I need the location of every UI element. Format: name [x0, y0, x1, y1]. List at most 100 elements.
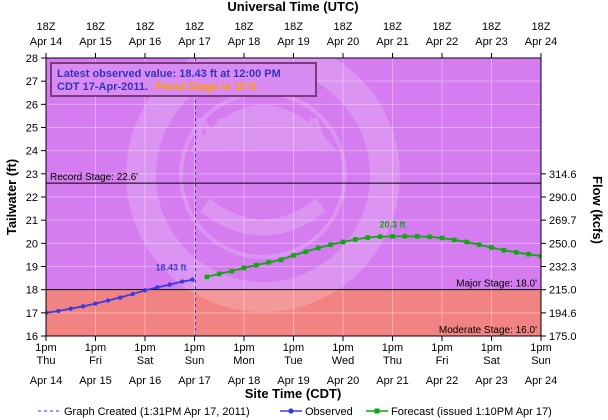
data-point-forecast: [204, 274, 210, 280]
y-tick-label: 26: [26, 99, 38, 111]
data-point-forecast: [538, 253, 541, 259]
x-tick-date: Apr 19: [277, 375, 309, 387]
x-tick-weekday: Mon: [233, 355, 254, 367]
x-tick-date: Apr 23: [475, 375, 507, 387]
y-tick-label: 22: [26, 192, 38, 204]
legend-observed: Observed: [305, 406, 353, 418]
data-point-forecast: [254, 262, 259, 268]
y-tick-label: 19: [26, 262, 38, 274]
x2-tick-date: Apr 23: [475, 36, 507, 48]
x2-tick-date: Apr 14: [30, 36, 62, 48]
latest-value-box: Latest observed value: 18.43 ft at 12:00…: [50, 62, 317, 97]
x2-tick-time: 18Z: [284, 21, 303, 33]
data-point-forecast: [340, 239, 346, 245]
data-point-observed: [142, 288, 148, 293]
series-line-forecast: [206, 235, 541, 278]
data-point-forecast: [464, 239, 470, 245]
data-point-observed: [130, 291, 135, 297]
data-point-observed: [93, 301, 98, 306]
series-annotation-forecast: 20.3 ft: [379, 219, 405, 229]
x2-tick-date: Apr 18: [228, 36, 260, 48]
data-point-observed: [118, 295, 123, 300]
x2-tick-date: Apr 16: [129, 36, 161, 48]
x-tick-weekday: Sun: [531, 355, 551, 367]
bottom-axis-title: Site Time (CDT): [245, 386, 342, 401]
data-point-forecast: [489, 245, 494, 250]
data-point-forecast: [526, 251, 531, 257]
x-tick-time: 1pm: [233, 342, 254, 354]
top-axis-title: Universal Time (UTC): [227, 0, 358, 14]
y-tick-label: 17: [26, 308, 38, 320]
x2-tick-time: 18Z: [185, 21, 204, 33]
x2-tick-time: 18Z: [433, 21, 452, 33]
x-tick-weekday: Sun: [185, 355, 205, 367]
data-point-observed: [179, 279, 185, 284]
data-point-observed: [155, 285, 160, 290]
noaa-seal-watermark: NOAA: [126, 58, 400, 312]
y-tick-label: 20: [26, 238, 38, 250]
data-point-forecast: [414, 234, 420, 239]
latest-value-line2: CDT 17-Apr-2011.: [57, 81, 148, 93]
right-axis-title: Flow (kcfs): [590, 176, 605, 244]
x2-tick-time: 18Z: [136, 21, 155, 33]
flow-tick-label: 250.0: [549, 238, 577, 250]
x-tick-date: Apr 20: [327, 375, 359, 387]
x-tick-weekday: Fri: [436, 355, 449, 367]
data-point-observed: [190, 277, 195, 282]
x2-tick-time: 18Z: [383, 21, 402, 33]
x2-tick-date: Apr 20: [327, 36, 359, 48]
flow-tick-label: 314.6: [549, 169, 577, 181]
legend-observed-marker: [288, 408, 294, 414]
x2-tick-date: Apr 21: [376, 36, 408, 48]
noaa-watermark-text: NOAA: [194, 109, 332, 158]
data-point-forecast: [377, 234, 383, 239]
data-point-forecast: [402, 234, 408, 239]
data-point-forecast: [291, 253, 296, 258]
y-tick-label: 23: [26, 169, 38, 181]
x-tick-weekday: Wed: [332, 355, 354, 367]
threshold-label: Moderate Stage: 16.0': [439, 325, 537, 336]
flow-tick-label: 290.0: [549, 192, 577, 204]
data-point-forecast: [278, 257, 284, 263]
x-tick-weekday: Tue: [284, 355, 303, 367]
x-tick-time: 1pm: [332, 342, 353, 354]
data-point-forecast: [241, 265, 247, 271]
data-point-forecast: [476, 242, 482, 248]
series-annotations: 18.43 ft 20.3 ft: [155, 219, 405, 272]
y-tick-label: 28: [26, 53, 38, 65]
x-tick-weekday: Thu: [37, 355, 56, 367]
x2-tick-time: 18Z: [235, 21, 254, 33]
flood-stage-text: Flood Stage is 15 ft: [155, 81, 256, 93]
x-tick-time: 1pm: [382, 342, 403, 354]
y-tick-label: 16: [26, 331, 38, 343]
x2-tick-time: 18Z: [86, 21, 105, 33]
data-point-observed: [105, 298, 111, 303]
left-axis-title: Tailwater (ft): [4, 159, 19, 235]
data-point-forecast: [513, 250, 519, 255]
y-tick-label: 18: [26, 285, 38, 297]
x-tick-time: 1pm: [35, 342, 56, 354]
data-point-forecast: [303, 249, 309, 254]
y-tick-label: 21: [26, 215, 38, 227]
flow-tick-label: 194.6: [549, 308, 577, 320]
data-point-forecast: [315, 245, 321, 251]
data-point-observed: [56, 308, 61, 314]
x2-tick-time: 18Z: [334, 21, 353, 33]
x-tick-date: Apr 18: [228, 375, 260, 387]
x2-tick-time: 18Z: [482, 21, 501, 33]
x-tick-date: Apr 15: [79, 375, 111, 387]
x-tick-weekday: Sat: [137, 355, 154, 367]
flow-tick-label: 175.0: [549, 331, 577, 343]
x2-tick-time: 18Z: [532, 21, 551, 33]
x-tick-date: Apr 14: [30, 375, 62, 387]
legend-forecast: Forecast (issued 1:10PM Apr 17): [391, 406, 552, 418]
data-point-observed: [46, 310, 49, 316]
y-tick-label: 25: [26, 123, 38, 135]
data-point-forecast: [427, 234, 432, 240]
latest-value-line1: Latest observed value: 18.43 ft at 12:00…: [57, 68, 281, 80]
x-tick-date: Apr 17: [178, 375, 210, 387]
data-point-forecast: [229, 268, 234, 274]
x-tick-time: 1pm: [85, 342, 106, 354]
